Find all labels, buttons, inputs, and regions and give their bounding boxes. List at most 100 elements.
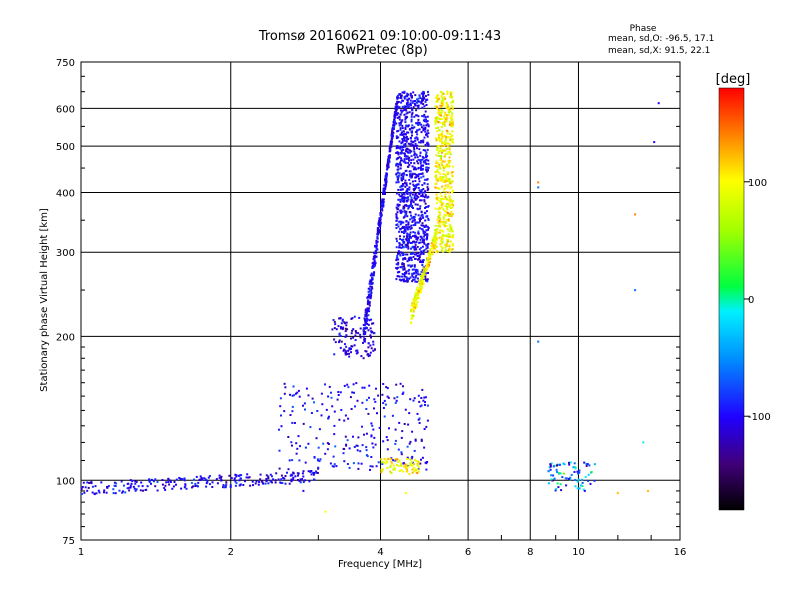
echo-point [411, 101, 414, 104]
echo-point [410, 196, 413, 199]
echo-point [451, 117, 454, 120]
echo-point [386, 467, 389, 469]
echo-point [304, 479, 307, 482]
echo-point [343, 419, 346, 422]
echo-point [417, 294, 420, 297]
echo-point [404, 121, 407, 124]
echo-point [278, 467, 281, 470]
echo-point [422, 232, 425, 235]
echo-point [427, 257, 430, 260]
echo-point [400, 220, 403, 223]
echo-point [439, 90, 442, 93]
echo-point [337, 391, 340, 393]
echo-point [402, 254, 405, 256]
echo-point [395, 463, 398, 466]
echo-point [403, 278, 406, 281]
echo-point [446, 144, 449, 147]
echo-point [440, 99, 443, 102]
echo-point [341, 328, 344, 330]
echo-point [378, 219, 381, 222]
echo-point [439, 225, 442, 228]
echo-point [359, 450, 362, 453]
echo-point [398, 93, 401, 96]
echo-point [407, 198, 410, 201]
echo-point [402, 470, 405, 473]
echo-point [421, 259, 424, 262]
echo-point [363, 317, 366, 320]
echo-point [436, 107, 439, 110]
echo-point [444, 153, 447, 156]
echo-point [422, 164, 425, 167]
echo-point [395, 135, 398, 138]
echo-point [412, 272, 415, 275]
echo-point [376, 233, 379, 236]
echo-point [365, 310, 368, 313]
echo-point [412, 399, 415, 402]
echo-point [359, 336, 362, 339]
echo-point [404, 179, 407, 182]
echo-point [407, 131, 410, 134]
echo-point [283, 477, 286, 480]
echo-point [403, 228, 406, 231]
echo-point [371, 442, 374, 445]
echo-point [405, 239, 408, 241]
echo-point [451, 243, 454, 245]
echo-point [405, 189, 408, 192]
echo-point [321, 403, 324, 406]
echo-point [121, 491, 124, 494]
echo-point [549, 463, 552, 466]
echo-point [372, 340, 375, 343]
echo-point [368, 301, 371, 303]
echo-point [369, 285, 372, 288]
echo-point [414, 145, 417, 147]
echo-point [440, 156, 443, 159]
echo-point [429, 257, 432, 260]
echo-point [414, 139, 417, 142]
echo-point [448, 156, 451, 159]
echo-point [416, 183, 419, 186]
echo-point [418, 128, 421, 131]
echo-point [391, 130, 394, 133]
echo-point [567, 477, 570, 480]
echo-point [382, 198, 385, 201]
echo-point [367, 290, 370, 293]
echo-point [394, 114, 397, 117]
echo-point [578, 469, 581, 472]
echo-point [452, 99, 455, 102]
echo-point [444, 246, 447, 249]
echo-point [434, 207, 437, 210]
echo-point [148, 478, 151, 481]
echo-point [338, 339, 341, 342]
echo-point [417, 252, 420, 255]
echo-point [436, 178, 438, 181]
echo-point [422, 129, 425, 132]
echo-point [397, 129, 400, 132]
echo-point [395, 246, 398, 249]
echo-point [414, 304, 417, 307]
echo-point [424, 207, 427, 209]
echo-point [409, 231, 412, 234]
echo-point [399, 188, 402, 191]
echo-point [405, 174, 408, 177]
echo-point [449, 136, 452, 138]
echo-point [426, 120, 429, 123]
echo-point [391, 128, 394, 131]
echo-point [438, 187, 441, 190]
echo-point [400, 111, 403, 114]
echo-point [409, 463, 412, 466]
echo-point [403, 207, 405, 210]
echo-point [417, 123, 420, 126]
echo-point [443, 216, 445, 219]
echo-point [391, 414, 394, 417]
echo-point [421, 222, 424, 225]
echo-point [380, 215, 383, 218]
echo-point [425, 244, 428, 247]
echo-point [420, 164, 423, 167]
echo-point [424, 116, 427, 119]
echo-point [367, 293, 370, 296]
echo-point [365, 449, 368, 452]
echo-point [642, 441, 645, 444]
echo-point [411, 471, 414, 474]
echo-point [393, 111, 396, 114]
